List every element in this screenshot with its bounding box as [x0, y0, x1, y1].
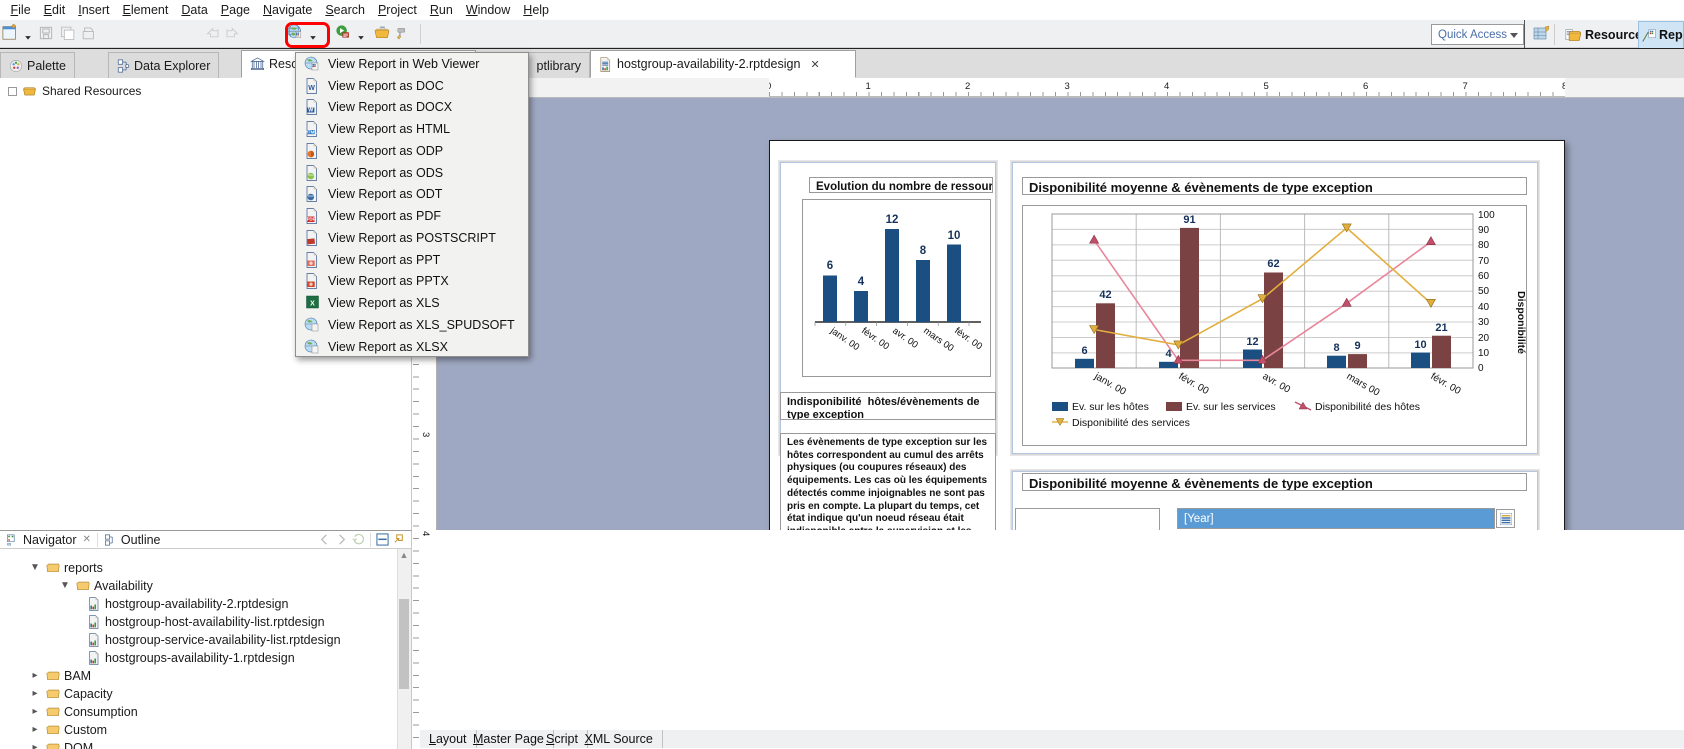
svg-text:8: 8 — [920, 245, 927, 257]
svg-text:62: 62 — [1267, 258, 1279, 270]
svg-text:Ev. sur les hôtes: Ev. sur les hôtes — [1072, 401, 1149, 413]
svg-text:Disponibilité: Disponibilité — [1515, 291, 1527, 354]
svg-text:févr. 00: févr. 00 — [1177, 371, 1211, 397]
svg-text:8: 8 — [1333, 342, 1339, 354]
svg-text:Ev. sur les services: Ev. sur les services — [1186, 401, 1276, 413]
svg-text:avr. 00: avr. 00 — [890, 325, 920, 350]
svg-text:avr. 00: avr. 00 — [1261, 371, 1293, 396]
svg-text:4: 4 — [858, 276, 865, 288]
svg-text:mars 00: mars 00 — [1345, 371, 1382, 399]
svg-text:60: 60 — [1478, 271, 1490, 282]
svg-text:X: X — [310, 301, 315, 308]
svg-text:févr. 00: févr. 00 — [859, 325, 891, 352]
svg-text:10: 10 — [1414, 339, 1426, 351]
svg-text:PDF: PDF — [306, 217, 315, 222]
svg-text:100: 100 — [1478, 210, 1495, 221]
svg-text:90: 90 — [1478, 225, 1490, 236]
svg-text:50: 50 — [1478, 286, 1490, 297]
svg-text:40: 40 — [1478, 302, 1490, 313]
svg-text:W: W — [308, 108, 313, 114]
svg-text:42: 42 — [1099, 289, 1111, 301]
svg-text:févr. 00: févr. 00 — [1429, 371, 1463, 397]
svg-text:10: 10 — [1478, 348, 1490, 359]
svg-text:W: W — [308, 85, 315, 92]
svg-text:21: 21 — [1435, 322, 1447, 334]
svg-text:janv. 00: janv. 00 — [827, 325, 861, 353]
svg-text:91: 91 — [1183, 214, 1195, 226]
svg-text:10: 10 — [948, 230, 961, 242]
svg-text:30: 30 — [1478, 317, 1490, 328]
svg-text:80: 80 — [1478, 240, 1490, 251]
svg-text:12: 12 — [1246, 336, 1258, 348]
svg-text:févr. 00: févr. 00 — [952, 325, 984, 352]
svg-text:70: 70 — [1478, 256, 1490, 267]
svg-text:6: 6 — [1081, 345, 1087, 357]
svg-text:HTML: HTML — [305, 130, 317, 135]
svg-text:Disponibilité des hôtes: Disponibilité des hôtes — [1315, 401, 1420, 413]
svg-text:mars 00: mars 00 — [921, 325, 955, 354]
svg-text:12: 12 — [886, 214, 899, 226]
svg-text:6: 6 — [827, 260, 833, 272]
svg-text:Disponibilité des services: Disponibilité des services — [1072, 417, 1190, 429]
svg-text:0: 0 — [1478, 363, 1484, 374]
svg-text:20: 20 — [1478, 333, 1490, 344]
svg-text:9: 9 — [1354, 340, 1360, 352]
svg-text:janv. 00: janv. 00 — [1092, 371, 1128, 398]
